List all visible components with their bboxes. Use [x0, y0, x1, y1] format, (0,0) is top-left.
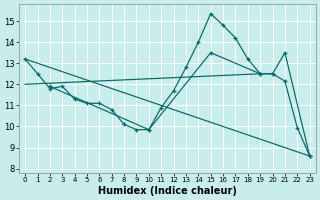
- X-axis label: Humidex (Indice chaleur): Humidex (Indice chaleur): [98, 186, 237, 196]
